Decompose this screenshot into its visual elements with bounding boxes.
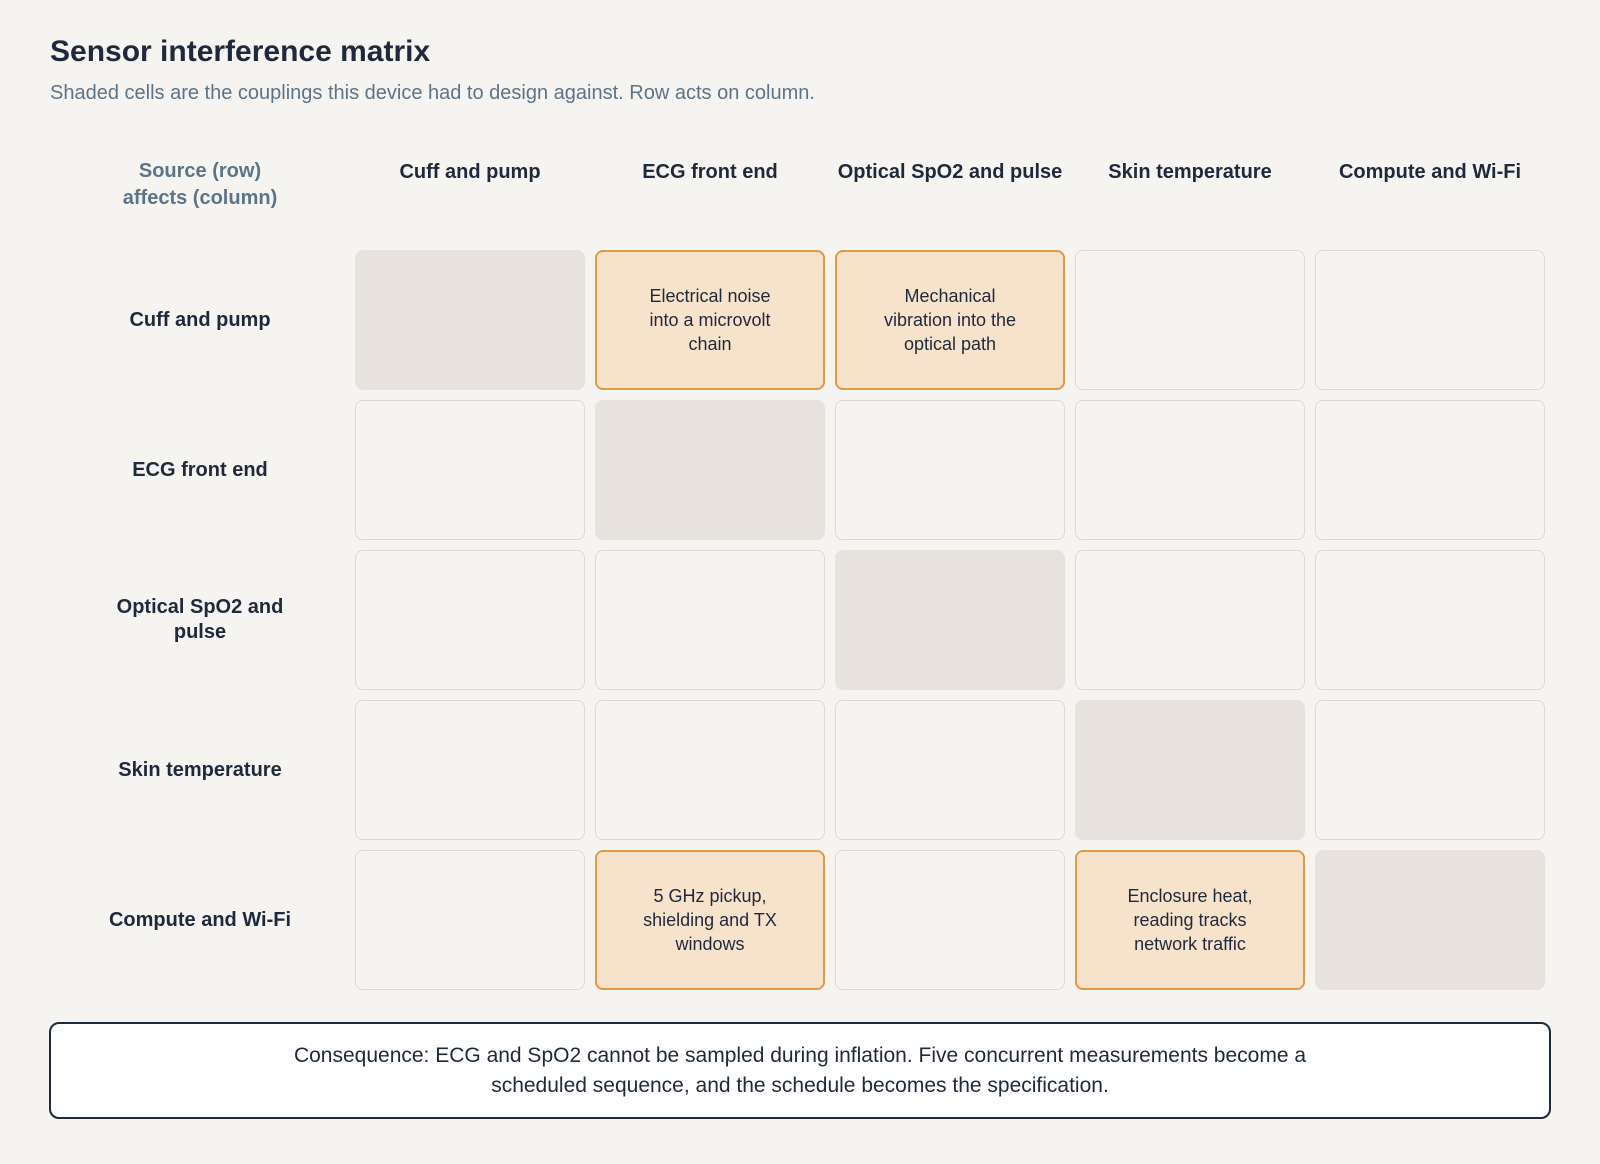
page-subtitle: Shaded cells are the couplings this devi… bbox=[50, 82, 815, 104]
matrix-cell-empty bbox=[1075, 400, 1305, 540]
coupling-text: Electrical noise into a microvolt chain bbox=[649, 286, 771, 354]
coupling-cell-cuff-and-pump-to-ecg-front-end: Electrical noise into a microvolt chain bbox=[595, 250, 825, 390]
matrix-cell-self-ecg-front-end bbox=[595, 400, 825, 540]
matrix-cell-self-optical-spo2-and-pulse bbox=[835, 550, 1065, 690]
matrix-cell-empty bbox=[835, 400, 1065, 540]
matrix-cell-empty bbox=[355, 400, 585, 540]
matrix-cell-empty bbox=[595, 700, 825, 840]
matrix-cell-empty bbox=[1075, 250, 1305, 390]
matrix-cell-empty bbox=[355, 700, 585, 840]
column-header-optical-spo2: Optical SpO2 and pulse bbox=[837, 161, 1063, 183]
consequence-text: Consequence: ECG and SpO2 cannot be samp… bbox=[293, 1043, 1307, 1097]
matrix-cell-self-compute-and-wi-fi bbox=[1315, 850, 1545, 990]
row-header-ecg-front-end: ECG front end bbox=[132, 458, 268, 481]
matrix-cell-empty bbox=[835, 850, 1065, 990]
matrix-cell-empty bbox=[595, 550, 825, 690]
matrix-cell-empty bbox=[835, 700, 1065, 840]
matrix-cell-empty bbox=[1315, 250, 1545, 390]
row-header-cuff-and-pump: Cuff and pump bbox=[129, 308, 271, 331]
matrix-cell-empty bbox=[355, 550, 585, 690]
matrix-cell-empty bbox=[1315, 400, 1545, 540]
coupling-cell-cuff-and-pump-to-optical-spo2-and-pulse: Mechanical vibration into the optical pa… bbox=[835, 250, 1065, 390]
matrix-cell-empty bbox=[1315, 550, 1545, 690]
matrix-cell-self-skin-temperature bbox=[1075, 700, 1305, 840]
row-header-skin-temperature: Skin temperature bbox=[118, 758, 282, 781]
coupling-text: Enclosure heat, reading tracks network t… bbox=[1127, 886, 1253, 954]
matrix-cell-empty bbox=[1315, 700, 1545, 840]
coupling-cell-compute-and-wi-fi-to-skin-temperature: Enclosure heat, reading tracks network t… bbox=[1075, 850, 1305, 990]
matrix-cell-empty bbox=[355, 850, 585, 990]
row-header-compute-wifi: Compute and Wi-Fi bbox=[108, 908, 292, 931]
matrix-cell-self-cuff-and-pump bbox=[355, 250, 585, 390]
column-header-ecg-front-end: ECG front end bbox=[642, 161, 778, 183]
coupling-cell-compute-and-wi-fi-to-ecg-front-end: 5 GHz pickup, shielding and TX windows bbox=[595, 850, 825, 990]
matrix-cell-empty bbox=[1075, 550, 1305, 690]
consequence-callout: Consequence: ECG and SpO2 cannot be samp… bbox=[49, 1022, 1551, 1119]
row-header-optical-spo2: Optical SpO2 and pulse bbox=[116, 596, 284, 643]
column-header-cuff-and-pump: Cuff and pump bbox=[399, 161, 541, 183]
coupling-text: 5 GHz pickup, shielding and TX windows bbox=[643, 886, 777, 954]
matrix-corner-label: Source (row) affects (column) bbox=[122, 160, 278, 209]
column-header-skin-temperature: Skin temperature bbox=[1108, 161, 1272, 183]
column-header-compute-wifi: Compute and Wi-Fi bbox=[1338, 161, 1522, 183]
coupling-text: Mechanical vibration into the optical pa… bbox=[883, 286, 1017, 354]
page-title: Sensor interference matrix bbox=[50, 35, 431, 68]
